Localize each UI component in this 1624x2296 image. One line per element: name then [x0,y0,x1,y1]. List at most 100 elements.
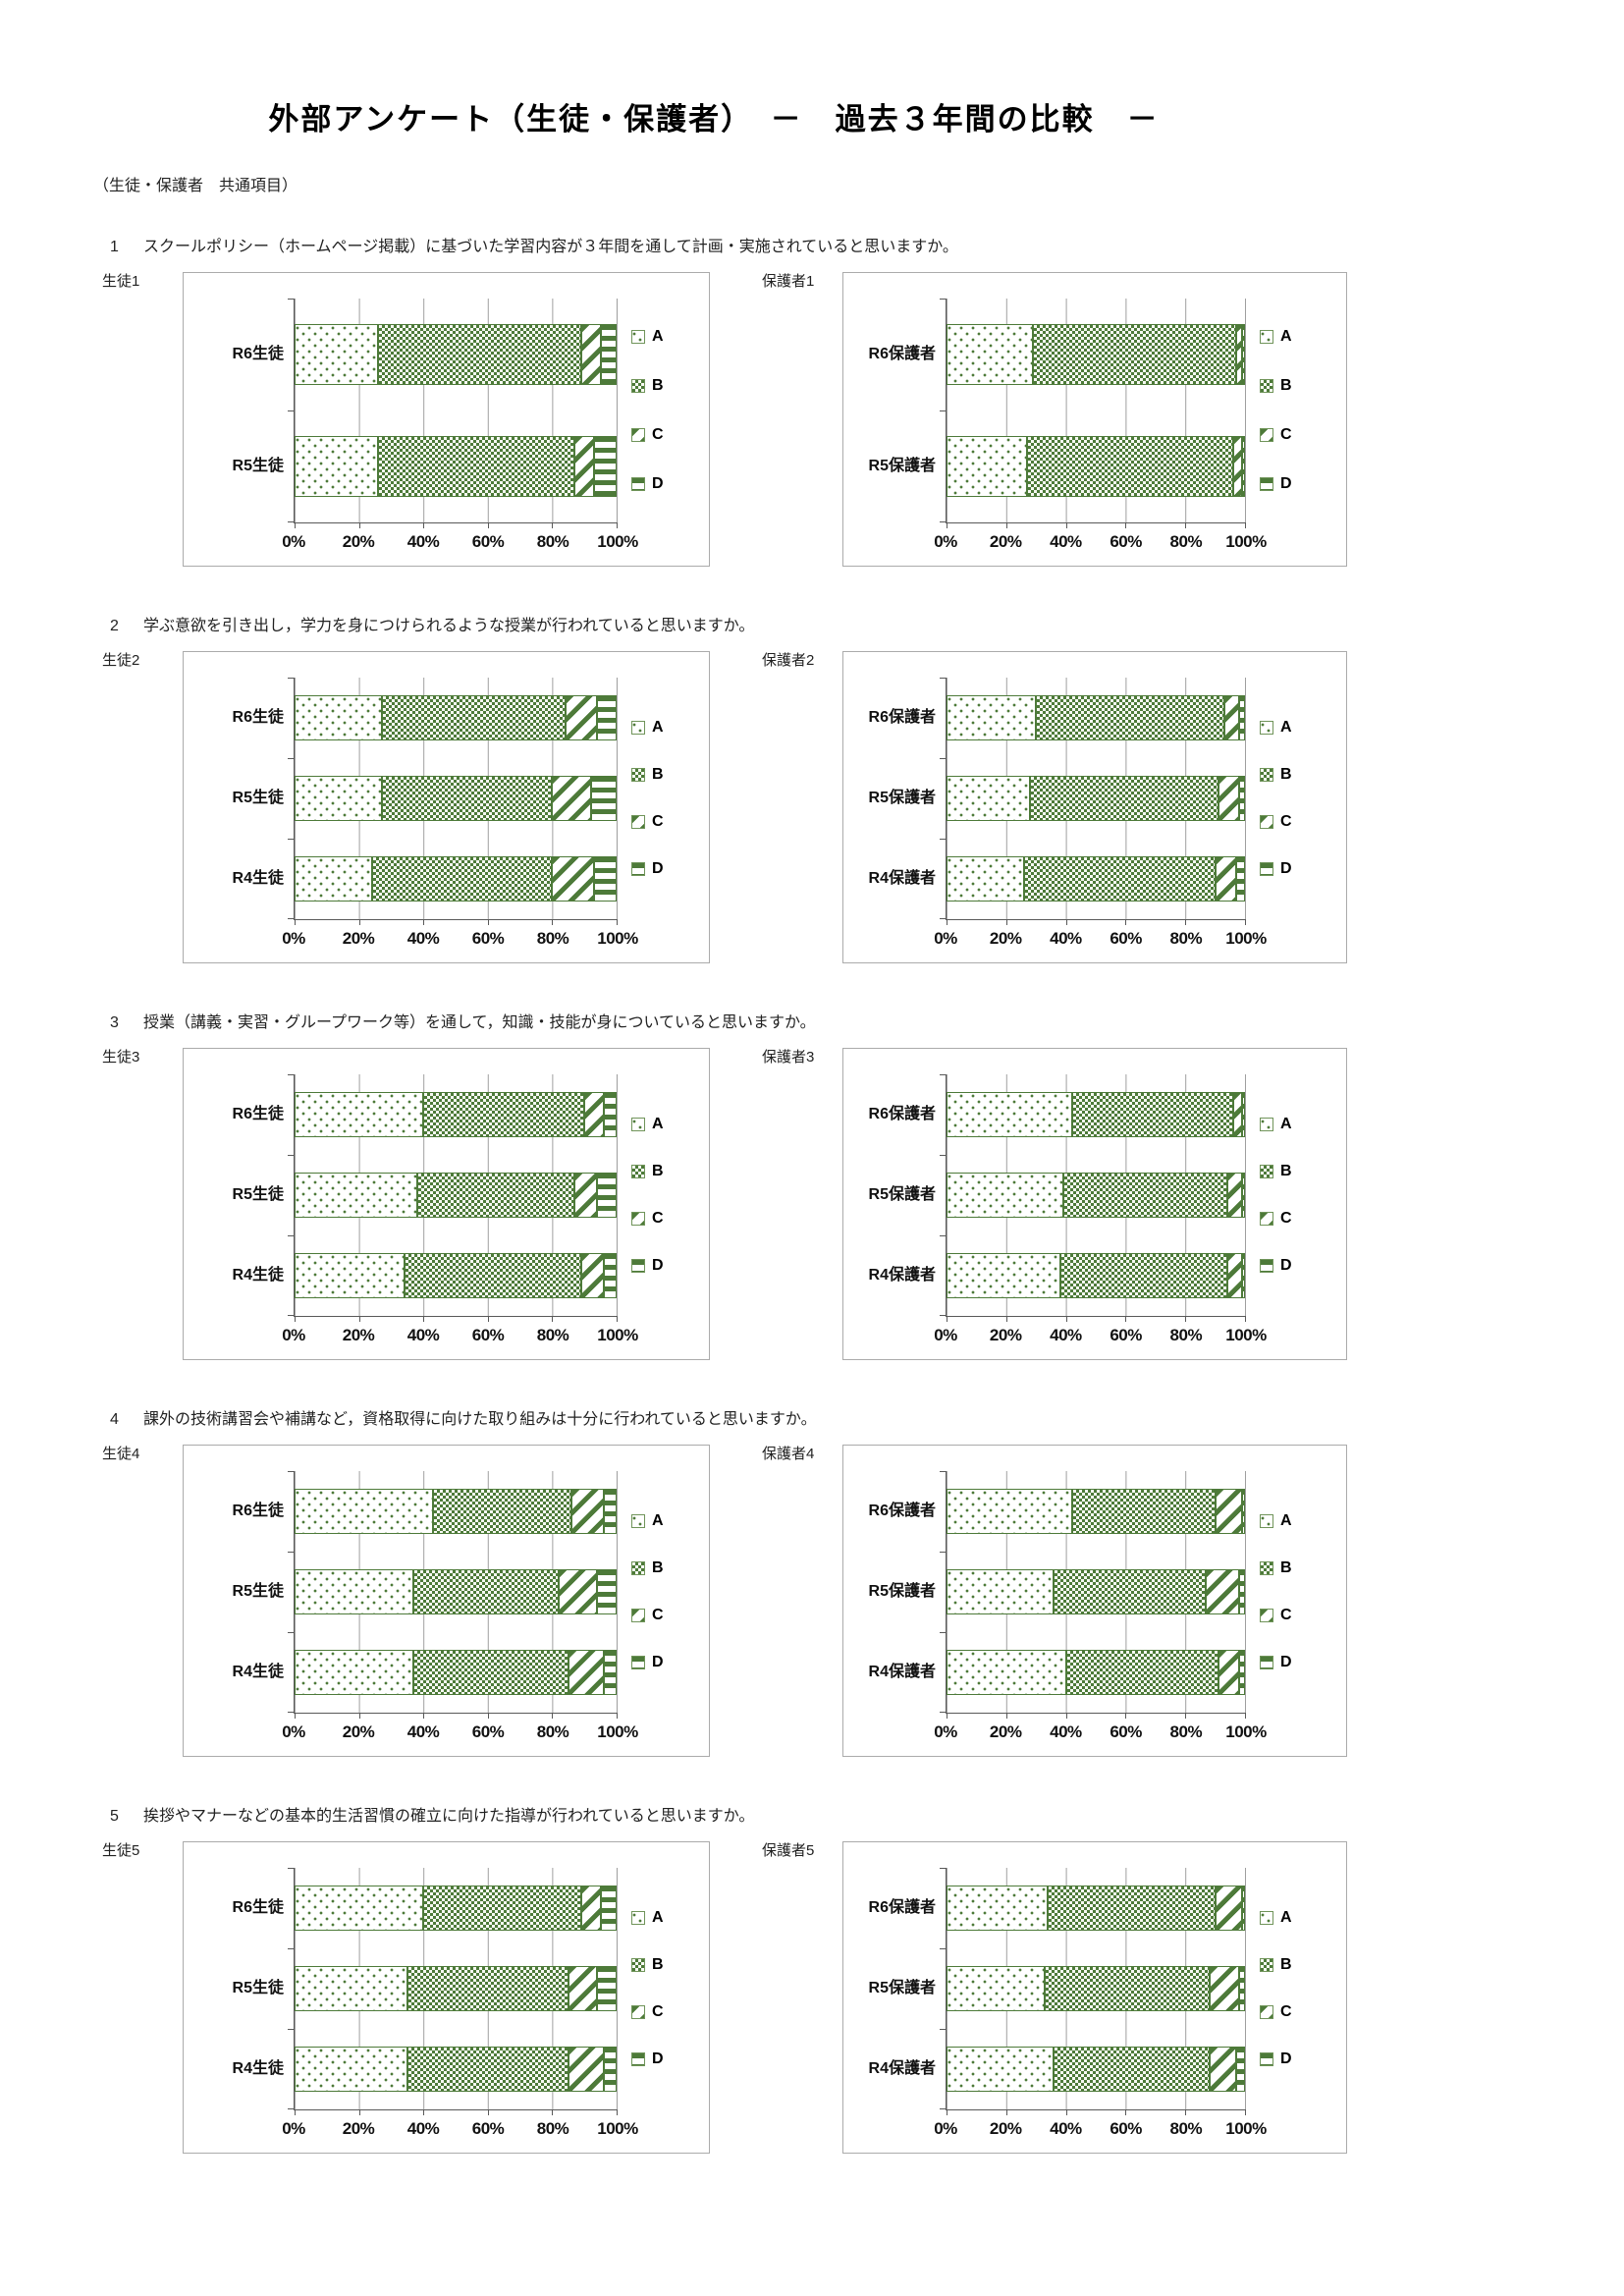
x-axis-tick-label: 100% [597,532,638,551]
category-axis-tick [940,1471,947,1472]
value-axis-tick [1125,1316,1127,1322]
value-axis-tick [552,2109,554,2115]
x-axis-tick-label: 40% [406,1722,440,1741]
bar-segment-a [295,2047,407,2092]
x-axis-labels: 0% 20% 40% 60% 80% 100% [934,1317,1267,1352]
x-axis-tick-label: 60% [1110,2119,1142,2138]
chart-frame: R6生徒 R5生徒 R4生徒 0% 20% 40% 60% 80% 100% A B C D [183,1445,710,1757]
bar-segment-c [1218,776,1239,821]
legend-label: C [652,426,664,443]
legend-label: D [1280,475,1292,492]
legend-swatch-dots [1260,721,1273,735]
legend-item: D [1260,2050,1292,2068]
bar-row [947,1173,1245,1218]
legend-label: A [1280,1116,1292,1132]
charts-row: 生徒3 R6生徒 R5生徒 R4生徒 0% 20% 40% 60% 80% 100% A B C D 保護者… [0,1048,1624,1360]
x-axis-tick-label: 100% [1225,532,1267,551]
bar-segment-a [947,695,1037,740]
legend-item: B [1260,377,1292,395]
legend-swatch-horizontal-stripes [631,477,645,491]
bar-row [295,1253,617,1298]
chart-inner: R6生徒 R5生徒 0% 20% 40% 60% 80% 100% A B C D [184,273,709,559]
chart-inner: R6生徒 R5生徒 R4生徒 0% 20% 40% 60% 80% 100% A B C D [184,1446,709,1749]
x-axis-tick-label: 80% [1169,1722,1203,1741]
question-section: 3 授業（講義・実習・グループワーク等）を通して，知識・技能が身についていると思い… [0,1009,1624,1360]
legend-swatch-horizontal-stripes [631,862,645,876]
x-axis-tick-label: 80% [536,929,569,948]
bar-row [947,1966,1245,2011]
x-axis-tick-label: 80% [1169,1326,1203,1344]
bar-row [295,695,617,740]
legend-swatch-horizontal-stripes [1260,1656,1273,1669]
legend: A B C D [1246,299,1346,522]
panel-label: 生徒5 [102,1842,140,1859]
bar-segment-b [1062,1173,1227,1218]
value-axis-tick [358,522,360,528]
category-label: R5保護者 [868,790,936,806]
value-axis-tick [1245,2109,1246,2115]
chart-frame: R6保護者 R5保護者 R4保護者 0% 20% 40% 60% 80% 100% A B C D [842,651,1347,963]
bar-segment-d [1241,324,1245,385]
plot-area [288,1074,618,1322]
bar-segment-b [1036,695,1224,740]
category-axis-tick [288,1632,295,1633]
parent-chart-panel: 保護者5 R6保護者 R5保護者 R4保護者 0% 20% 40% 60% 80% 100% A B C… [762,1841,1347,2154]
legend-swatch-checker [631,768,645,782]
category-label: R4生徒 [232,870,284,887]
category-axis-tick [940,1948,947,1949]
x-axis-tick-label: 80% [536,532,569,551]
legend-label: C [652,2003,664,2020]
x-axis-tick-label: 100% [1225,929,1267,948]
bar-row [947,1092,1245,1137]
x-axis-tick-label: 60% [471,2119,505,2138]
bar-segment-c [1223,695,1239,740]
legend-item: A [1260,1116,1292,1133]
value-axis-tick [295,919,296,925]
legend-swatch-dots [631,1118,645,1131]
legend-label: A [652,1909,664,1926]
bar-segment-a [947,856,1025,902]
value-axis-tick [617,1713,618,1719]
bar-segment-b [1071,1092,1233,1137]
value-axis-tick [1125,1713,1127,1719]
value-axis-tick [487,1316,489,1322]
bar-segment-d [1238,1650,1245,1695]
value-axis-tick [423,522,425,528]
value-axis-tick [1005,2109,1007,2115]
value-axis-tick [423,919,425,925]
x-axis-tick-label: 60% [471,532,505,551]
bar-segment-c [580,324,601,385]
legend-item: B [1260,1956,1292,1974]
plot-column: 0% 20% 40% 60% 80% 100% [282,1868,638,2146]
bar-segment-c [568,2047,604,2092]
bar-row [947,1886,1245,1931]
charts-row: 生徒4 R6生徒 R5生徒 R4生徒 0% 20% 40% 60% 80% 100% A B C D 保護者… [0,1445,1624,1757]
x-axis-tick-label: 0% [282,929,305,948]
x-axis-tick-label: 100% [597,1722,638,1741]
value-axis-tick [1185,2109,1187,2115]
bar-segment-b [1065,1650,1218,1695]
plot-area [288,678,618,925]
student-chart-panel: 生徒3 R6生徒 R5生徒 R4生徒 0% 20% 40% 60% 80% 100% A B C D [102,1048,710,1360]
category-axis-tick [940,410,947,411]
category-label: R5生徒 [232,1186,284,1203]
bar-segment-a [947,1886,1049,1931]
legend-label: A [652,328,664,345]
category-axis-tick [288,839,295,840]
bar-segment-d [1238,776,1245,821]
value-axis-tick [1125,919,1127,925]
bar-segment-d [603,1092,617,1137]
bar-segment-a [947,436,1028,497]
legend-item: C [1260,813,1292,831]
legend-item: D [631,860,664,878]
value-axis-tick [1185,522,1187,528]
bar-segment-d [1235,856,1245,902]
x-axis-tick-label: 20% [342,1722,375,1741]
bar-segment-b [1027,436,1233,497]
bar-segment-b [433,1489,572,1534]
x-axis-tick-label: 20% [989,532,1022,551]
category-labels: R6保護者 R5保護者 R4保護者 [843,1868,946,2109]
legend-item: A [631,1909,664,1927]
category-label: R6生徒 [232,1899,284,1916]
bar-segment-c [580,1886,601,1931]
